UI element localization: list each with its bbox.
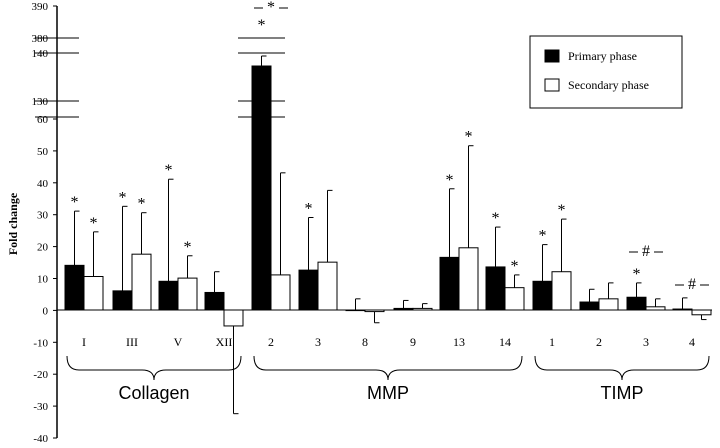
legend: Primary phase Secondary phase [529,35,683,109]
bar [158,280,179,311]
bars [64,37,712,415]
significance-star: * [492,210,500,227]
y-tick-label: 0 [43,305,49,317]
y-tick-label: 60 [37,114,49,126]
comparison-marker: * [267,0,275,16]
significance-star: * [138,196,146,213]
bar [598,298,619,311]
bar [177,277,198,311]
significance-star: * [184,239,192,256]
bar [458,247,479,311]
group-brace [66,355,242,381]
significance-star: * [305,200,313,217]
bar [270,274,291,311]
significance-star: * [465,129,473,146]
y-tick-label: -20 [33,369,48,381]
category-label: I [82,335,86,349]
bar [204,291,225,311]
bar [691,309,712,316]
category-label: III [126,335,138,349]
category-label: XII [216,335,233,349]
significance-star: * [558,202,566,219]
legend-label: Primary phase [568,49,637,63]
bar [251,65,272,311]
bar [412,307,433,311]
category-label: 13 [453,335,465,349]
bar [345,309,366,312]
group-brace [253,355,523,381]
bar [532,280,553,311]
legend-label: Secondary phase [568,78,649,92]
category-label: 14 [499,335,511,349]
significance-star: * [71,194,79,211]
bar [393,307,414,311]
bar [504,287,525,311]
group-brace [534,355,710,381]
comparison-marker: # [688,276,696,293]
y-tick-label: 140 [32,48,49,60]
category-label: V [174,335,183,349]
bar [626,296,647,311]
significance-star: * [258,17,266,34]
bar [112,290,133,311]
y-tick-label: -40 [33,433,48,445]
y-tick-label: -10 [33,337,48,349]
bar [439,256,460,311]
category-label: 4 [689,335,695,349]
category-label: 8 [362,335,368,349]
y-tick-label: 50 [37,146,49,158]
category-label: 3 [643,335,649,349]
y-tick-label: 390 [32,1,49,13]
comparison-marker: # [642,243,650,260]
bar [551,271,572,311]
significance-star: * [165,162,173,179]
bar [579,301,600,311]
y-tick-label: 20 [37,242,49,254]
significance-star: * [539,228,547,245]
y-tick-label: 30 [37,210,49,222]
significance-star: * [119,189,127,206]
y-tick-label: 40 [37,178,49,190]
bar [64,264,85,311]
y-axis-title: Fold change [6,192,20,255]
y-tick-label: 10 [37,274,49,286]
bar [298,269,319,311]
significance-star: * [446,172,454,189]
category-label: 9 [410,335,416,349]
category-label: 2 [596,335,602,349]
significance-star: * [511,258,519,275]
category-label: 2 [268,335,274,349]
significance-star: * [633,266,641,283]
legend-box [529,35,683,109]
group-label: TIMP [601,383,644,403]
y-tick-label: 130 [32,96,49,108]
y-tick-label: 380 [32,33,49,45]
category-label: 3 [315,335,321,349]
category-label: 1 [549,335,555,349]
bar [645,306,666,311]
bar [317,261,338,311]
bar [485,266,506,311]
significance-star: * [90,215,98,232]
bar [223,309,244,327]
bar [364,309,385,313]
bar [83,276,104,311]
bar [131,253,152,311]
legend-swatch [544,78,560,92]
bar [672,308,693,311]
y-tick-label: -30 [33,401,48,413]
legend-swatch [544,49,560,63]
group-label: MMP [367,383,409,403]
labels: I III V XII 2 3 8 9 13 14 1 2 3 4*** *************##Co… [66,0,710,403]
group-label: Collagen [118,383,189,403]
